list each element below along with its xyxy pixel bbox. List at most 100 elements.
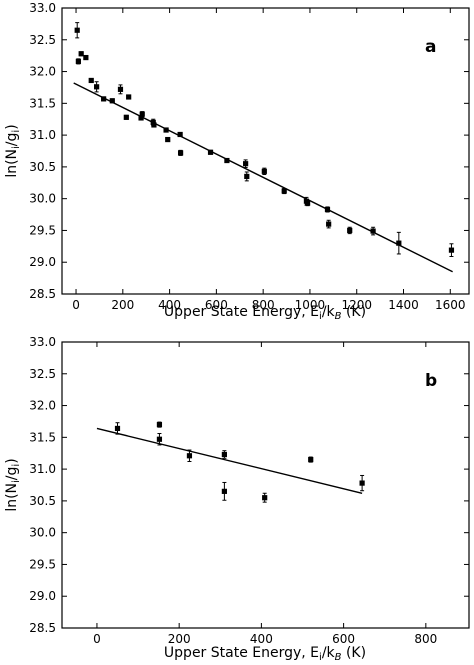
data-point [94,81,100,93]
x-tick-label: 400 [250,632,273,646]
y-tick-label: 28.5 [29,287,56,301]
data-point [221,481,227,501]
y-tick-label: 28.5 [29,621,56,635]
x-tick-label: 0 [93,632,101,646]
y-tick-label: 29.0 [29,589,56,603]
data-marker [207,149,214,155]
x-tick-label: 200 [168,632,191,646]
y-tick-label: 29.5 [29,557,56,571]
data-point [156,433,163,446]
panel-b-y-axis-label: ln(Ni/gi) [4,458,22,511]
data-marker [177,150,184,156]
data-point [326,219,332,229]
y-tick-label: 31.0 [29,462,56,476]
y-tick-label: 30.0 [29,192,56,206]
y-tick-label: 30.5 [29,160,56,174]
data-marker [224,157,230,164]
data-point [101,96,107,102]
fit-line [73,82,453,273]
data-marker [88,77,94,84]
data-point [75,58,81,65]
data-point [78,51,84,57]
x-tick-label: 200 [111,298,134,312]
data-marker [114,425,121,432]
data-point [243,159,249,169]
x-tick-label: 600 [332,632,355,646]
panel-a: a 0 200 400 600 800 1000 1200 1400 1600 28.5 29.0 2… [4,1,470,322]
data-point [123,114,129,120]
data-marker [74,27,80,33]
data-point [324,206,331,213]
data-marker [186,453,193,459]
data-marker [370,228,376,234]
data-marker [262,495,268,501]
data-point [347,226,353,235]
y-tick-label: 29.5 [29,223,56,237]
y-tick-label: 29.0 [29,255,56,269]
data-marker [139,111,145,117]
data-point [117,84,124,95]
data-marker [448,247,455,253]
data-point [261,167,267,176]
data-marker [123,114,129,120]
data-point [126,94,132,100]
y-tick-label: 30.5 [29,494,56,508]
x-tick-label: 1200 [341,298,372,312]
data-point [109,98,115,104]
data-marker [156,422,163,428]
y-tick-label: 30.0 [29,526,56,540]
data-marker [308,456,314,463]
x-tick-label: 1600 [435,298,466,312]
data-marker [347,227,353,234]
data-point [308,456,314,463]
data-point [281,187,287,195]
x-tick-label: 400 [158,298,181,312]
x-tick-label: 0 [72,298,80,312]
x-tick-label: 600 [205,298,228,312]
data-marker [244,173,250,180]
data-marker [156,436,163,442]
data-marker [151,122,157,128]
data-point [139,111,145,118]
y-tick-label: 32.0 [29,399,56,413]
data-marker [101,96,107,102]
data-point [88,77,94,84]
data-point [448,243,455,258]
data-marker [396,240,402,246]
panel-a-y-axis-label: ln(Ni/gi) [4,124,22,177]
y-tick-label: 31.5 [29,96,56,110]
data-marker [326,221,332,227]
y-tick-label: 33.0 [29,1,56,15]
data-marker [165,136,171,143]
x-tick-label: 800 [414,632,437,646]
data-point [83,54,89,61]
panel-b-x-axis-label: Upper State Energy, Ei/kB (K) [164,645,366,663]
data-marker [138,115,144,121]
data-marker [163,127,169,133]
data-marker [305,200,311,206]
data-marker [359,480,365,486]
panel-a-x-axis-label: Upper State Energy, Ei/kB (K) [164,304,366,322]
data-marker [83,54,89,61]
y-tick-label: 32.0 [29,65,56,79]
data-marker [94,84,100,90]
x-tick-label: 1400 [388,298,419,312]
data-point [370,226,376,236]
panel-b-plot-area [61,341,470,629]
data-marker [177,131,183,138]
y-tick-label: 32.5 [29,33,56,47]
y-tick-label: 31.0 [29,128,56,142]
data-marker [261,168,267,174]
data-marker [126,94,132,100]
y-tick-label: 32.5 [29,367,56,381]
x-tick-label: 800 [252,298,275,312]
data-marker [78,51,84,57]
data-marker [243,161,249,167]
data-point [151,122,157,128]
data-point [74,22,80,39]
data-marker [281,188,287,194]
data-marker [75,58,81,64]
panel-b-label: b [425,371,437,391]
data-marker [117,86,124,92]
